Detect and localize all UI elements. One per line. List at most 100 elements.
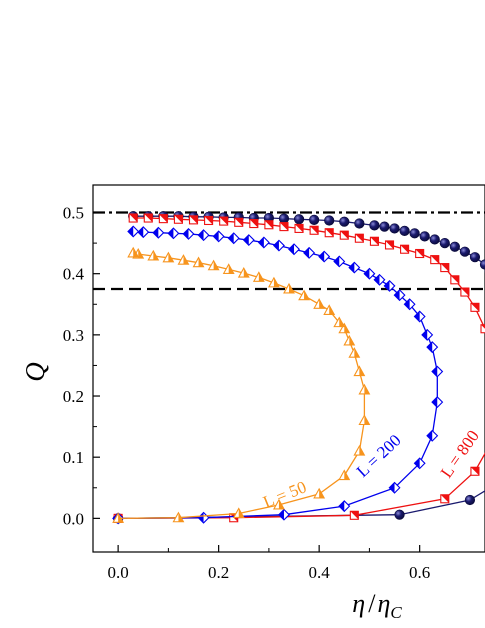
x-tick-label: 0.4 — [309, 563, 331, 582]
data-point — [394, 509, 405, 520]
data-point — [379, 221, 390, 232]
data-point — [353, 365, 366, 377]
data-point — [172, 511, 185, 523]
data-point — [323, 304, 336, 315]
data-point — [369, 220, 380, 231]
y-tick-label: 0.4 — [63, 265, 85, 284]
data-point — [450, 275, 460, 285]
data-point — [143, 213, 153, 223]
data-point — [249, 218, 259, 229]
data-point — [348, 347, 361, 358]
data-point — [354, 218, 365, 229]
data-point — [212, 230, 225, 243]
data-point — [128, 213, 138, 223]
data-point — [309, 225, 319, 235]
data-point — [264, 220, 274, 230]
data-point — [127, 225, 140, 238]
series-square — [113, 213, 485, 523]
data-point — [158, 214, 168, 224]
data-point — [182, 227, 195, 240]
data-point — [288, 243, 301, 256]
data-point — [152, 226, 165, 239]
data-point — [162, 251, 175, 263]
plot-frame — [92, 184, 485, 553]
data-point — [338, 469, 351, 481]
data-point — [413, 310, 426, 323]
data-point — [222, 263, 235, 274]
data-point — [273, 498, 285, 510]
data-point — [426, 429, 439, 442]
data-point — [369, 236, 379, 246]
data-point — [333, 316, 346, 328]
data-point — [384, 240, 395, 250]
data-point — [389, 223, 400, 234]
data-point — [147, 249, 160, 261]
data-point — [257, 236, 270, 249]
data-point — [479, 259, 485, 270]
data-point — [421, 328, 434, 341]
data-point — [167, 227, 180, 240]
data-point — [339, 216, 350, 227]
data-point — [298, 289, 311, 301]
data-point — [358, 383, 371, 395]
data-point — [278, 213, 290, 224]
data-point — [383, 279, 396, 292]
data-point — [219, 216, 229, 226]
data-point — [112, 512, 125, 523]
plot-area: 0.0 0.2 0.4 0.6 0.0 0.1 0.2 0.3 0.4 0.5 — [63, 184, 485, 582]
data-point — [237, 266, 250, 278]
data-point — [353, 444, 366, 456]
y-tick-label: 0.1 — [63, 448, 84, 467]
data-point — [399, 225, 410, 236]
data-point — [440, 263, 450, 273]
data-point — [173, 214, 183, 224]
data-point — [460, 287, 470, 297]
data-point — [197, 511, 210, 524]
data-point — [343, 334, 356, 346]
data-point — [318, 250, 331, 263]
data-point — [469, 252, 481, 263]
data-point — [309, 214, 320, 225]
data-point — [313, 298, 326, 309]
data-point — [177, 254, 190, 265]
data-point — [349, 510, 359, 520]
data-point — [363, 267, 376, 280]
series-triangle — [112, 246, 371, 523]
data-point — [242, 234, 255, 247]
y-tick-label: 0.2 — [63, 387, 84, 406]
data-point — [197, 229, 210, 242]
data-point — [283, 282, 295, 294]
data-point — [227, 232, 240, 245]
data-point — [333, 255, 346, 268]
data-point — [279, 222, 289, 232]
data-point — [303, 246, 316, 259]
series-label-l50: L = 50 — [260, 477, 309, 511]
data-point — [188, 215, 199, 225]
data-point — [415, 248, 425, 259]
data-point — [293, 214, 305, 225]
data-point — [339, 230, 349, 240]
series-line — [118, 217, 485, 520]
series-label-l200: L = 200 — [353, 431, 405, 481]
series-diamond — [112, 225, 444, 525]
data-point — [204, 215, 214, 226]
series-line — [118, 252, 366, 520]
data-point — [388, 481, 401, 494]
data-point — [419, 231, 430, 242]
data-point — [470, 466, 480, 476]
x-axis-label: η/ηC — [352, 589, 402, 622]
data-point — [324, 215, 335, 226]
series-line — [118, 230, 438, 520]
data-point — [449, 241, 460, 252]
data-point — [294, 223, 304, 233]
data-point — [480, 324, 485, 334]
data-point — [252, 271, 265, 282]
data-point — [400, 244, 410, 254]
x-tick-label: 0.2 — [208, 563, 229, 582]
x-tick-label: 0.6 — [409, 563, 430, 582]
data-point — [267, 276, 280, 288]
data-point — [373, 273, 386, 286]
data-point — [313, 487, 326, 499]
data-point — [393, 289, 406, 302]
